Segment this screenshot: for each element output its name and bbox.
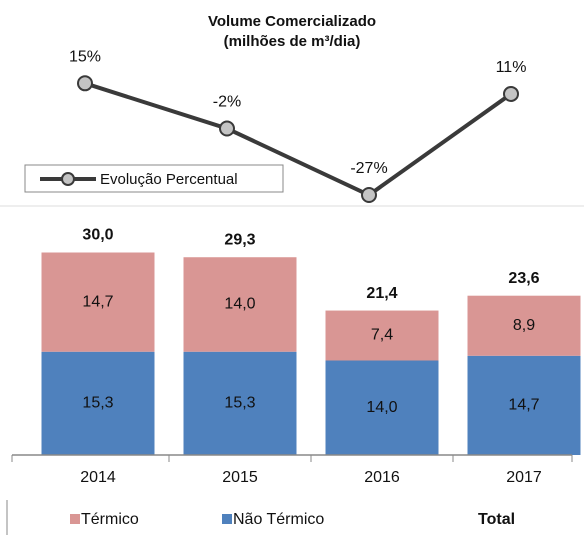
bar-segment	[325, 310, 439, 361]
data-label: -27%	[350, 160, 387, 177]
segment-label: 14,7	[82, 293, 113, 310]
x-tick-label: 2014	[80, 469, 116, 486]
segment-label: 15,3	[224, 395, 255, 412]
bar-segment	[467, 295, 581, 356]
marker	[361, 187, 377, 204]
chart-title: Volume Comercializado	[208, 13, 376, 30]
data-label: 15%	[69, 49, 101, 66]
bar-segment	[41, 252, 155, 352]
x-tick-label: 2015	[222, 469, 258, 486]
x-tick-label: 2016	[364, 469, 400, 486]
marker	[503, 85, 519, 102]
total-label: 29,3	[224, 231, 255, 248]
segment-label: 14,0	[224, 296, 255, 313]
legend-label: Não Térmico	[233, 511, 324, 528]
segment-label: 7,4	[371, 327, 393, 344]
legend-marker	[61, 172, 75, 186]
total-label: 23,6	[508, 270, 539, 287]
legend-label: Térmico	[81, 511, 139, 528]
data-label: 11%	[496, 59, 527, 76]
chart-subtitle: (milhões de m³/dia)	[224, 33, 361, 50]
marker	[77, 75, 93, 92]
legend-label: Total	[478, 511, 515, 528]
bar-segment	[183, 257, 297, 352]
legend-swatch	[222, 514, 232, 524]
data-label: -2%	[213, 94, 241, 111]
bar-segment	[325, 360, 439, 455]
legend-label: Evolução Percentual	[100, 171, 238, 188]
line	[84, 81, 513, 198]
marker	[219, 120, 235, 137]
x-tick-label: 2017	[506, 469, 542, 486]
bar-segment	[41, 351, 155, 455]
segment-label: 14,7	[508, 397, 539, 414]
segment-label: 15,3	[82, 395, 113, 412]
bar-segment	[183, 351, 297, 455]
legend-swatch	[70, 514, 80, 524]
bar-segment	[467, 355, 581, 455]
total-label: 30,0	[82, 227, 113, 244]
total-label: 21,4	[366, 285, 397, 302]
segment-label: 8,9	[513, 317, 535, 334]
segment-label: 14,0	[366, 399, 397, 416]
